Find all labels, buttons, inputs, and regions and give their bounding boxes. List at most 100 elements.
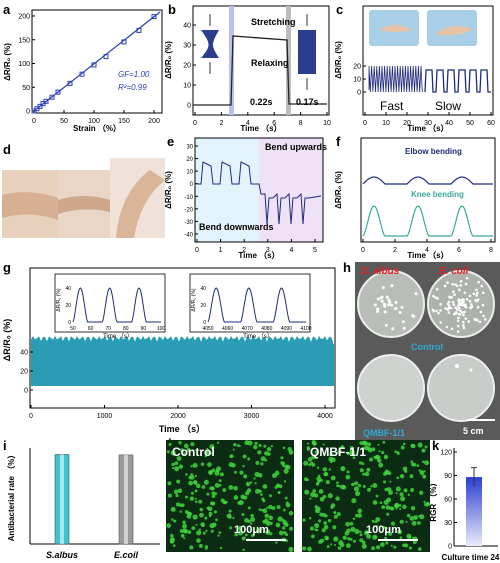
colony xyxy=(478,320,482,324)
data-point xyxy=(55,89,61,95)
inset-signal xyxy=(72,287,161,323)
cell xyxy=(339,484,345,490)
cell xyxy=(327,519,332,523)
cell xyxy=(229,455,233,458)
cell xyxy=(186,513,192,519)
cell xyxy=(219,472,224,477)
cell xyxy=(400,496,406,502)
colony xyxy=(390,303,394,307)
cell xyxy=(335,496,340,501)
cell xyxy=(375,494,379,498)
cell xyxy=(264,513,270,519)
cell xyxy=(336,484,339,488)
x-tick-label: 0 xyxy=(361,247,365,254)
j-scale-1: 100μm xyxy=(234,524,269,536)
k-ylabel: RGR （%） xyxy=(430,478,438,521)
cell xyxy=(245,481,251,487)
cell xyxy=(168,442,172,446)
colony xyxy=(439,303,442,306)
cell xyxy=(303,460,309,466)
colony xyxy=(468,294,472,298)
cell xyxy=(264,518,269,523)
colony xyxy=(482,291,485,295)
cell xyxy=(322,494,327,499)
cell xyxy=(352,539,356,543)
cell xyxy=(257,450,262,455)
cell xyxy=(199,512,204,518)
cell xyxy=(359,530,362,534)
cell xyxy=(334,543,337,547)
colony xyxy=(385,295,389,299)
colony xyxy=(447,300,451,304)
cell xyxy=(196,483,201,489)
colony xyxy=(456,324,460,328)
cell xyxy=(306,446,310,450)
cell xyxy=(200,462,205,466)
colony xyxy=(457,298,461,301)
colony xyxy=(414,292,418,296)
colony xyxy=(457,300,461,304)
cell xyxy=(285,502,291,508)
y-tick-label: 20 xyxy=(353,64,361,71)
cell xyxy=(336,512,341,517)
cell xyxy=(349,521,354,526)
cell xyxy=(206,506,210,510)
cell xyxy=(371,546,376,551)
data-point xyxy=(121,39,127,45)
cell xyxy=(209,523,215,529)
colony xyxy=(462,326,466,330)
cell xyxy=(330,453,334,456)
cell xyxy=(289,526,294,531)
fast-signal xyxy=(368,65,423,93)
cell xyxy=(333,514,338,519)
x-tick-label: 4000 xyxy=(317,413,333,420)
cell xyxy=(258,489,262,493)
x-tick-label: 4 xyxy=(246,120,250,127)
x-tick-label: 0 xyxy=(195,247,199,254)
x-tick-label: 30 xyxy=(424,120,432,127)
colony xyxy=(474,298,477,302)
cell xyxy=(326,545,330,549)
colony xyxy=(457,306,461,310)
cell xyxy=(190,442,195,447)
colony xyxy=(445,325,449,329)
cell xyxy=(395,492,398,495)
cell xyxy=(368,457,374,462)
cell xyxy=(233,470,237,474)
cell xyxy=(175,502,181,507)
cell xyxy=(208,469,214,475)
cell xyxy=(349,445,354,450)
i-cat2: E.coil xyxy=(114,550,139,560)
colony xyxy=(464,282,468,286)
cell xyxy=(302,518,306,522)
colony xyxy=(444,307,447,310)
cell xyxy=(229,526,233,530)
cell xyxy=(330,543,333,546)
colony xyxy=(467,320,471,323)
panel-label-h: h xyxy=(343,260,351,275)
cell xyxy=(314,523,320,529)
colony xyxy=(443,284,447,288)
cell xyxy=(412,540,417,545)
cell xyxy=(179,510,182,513)
cell xyxy=(250,534,255,538)
y-tick-label: 40 xyxy=(20,350,28,357)
inset-x-tick: 50 xyxy=(70,326,76,332)
cell xyxy=(254,471,260,478)
cell xyxy=(372,500,378,505)
cell xyxy=(380,542,385,547)
cell xyxy=(320,479,323,482)
y-tick-label: -20 xyxy=(184,207,193,213)
colony xyxy=(476,298,480,302)
panel-label-b: b xyxy=(168,2,176,17)
colony xyxy=(383,303,387,307)
y-tick-label: 20 xyxy=(186,157,193,163)
colony xyxy=(462,324,465,327)
x-tick-label: 100 xyxy=(88,118,100,125)
x-tick-label: 6 xyxy=(272,120,276,127)
colony xyxy=(376,310,380,314)
cell xyxy=(266,447,272,452)
cell xyxy=(307,546,312,552)
cell xyxy=(176,479,181,484)
cell xyxy=(194,474,197,478)
